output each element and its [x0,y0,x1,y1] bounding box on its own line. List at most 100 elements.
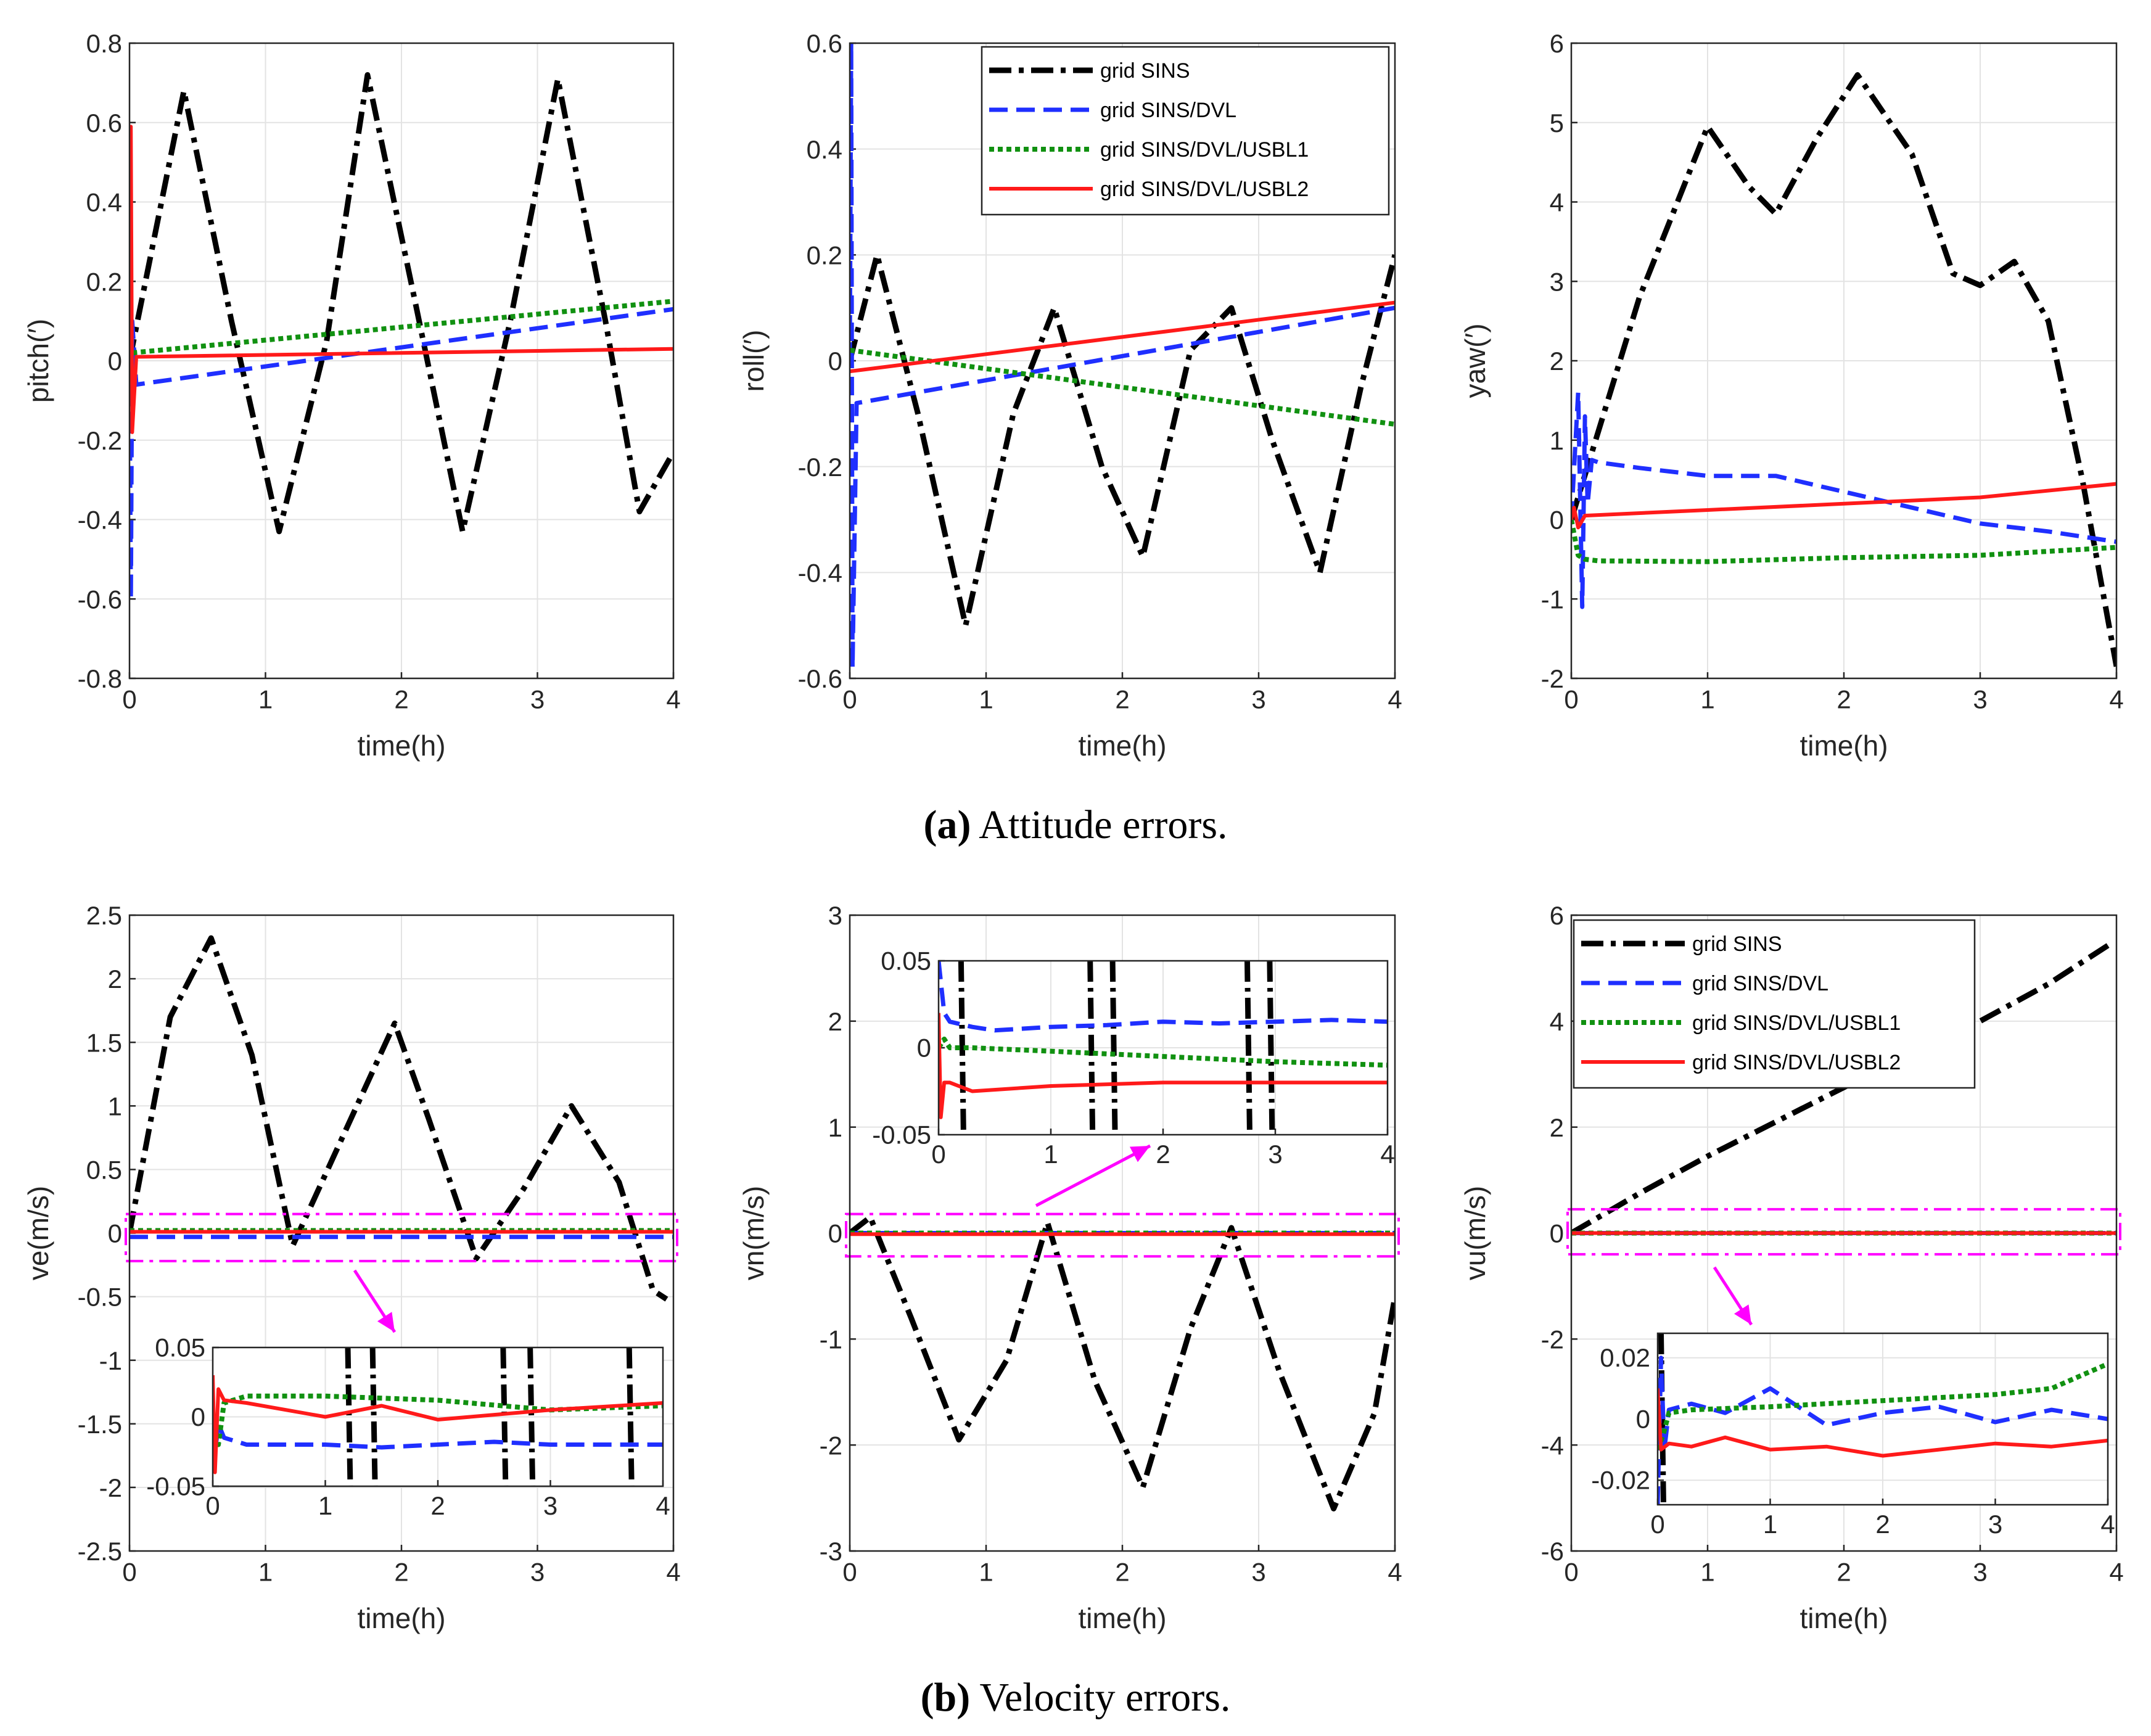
vn-axes-frame [849,914,1396,1552]
vu-legend-frame [1573,919,1976,1089]
vn-inset-frame [937,960,1389,1136]
vu-inset-x-tick-label: 3 [1988,1510,2002,1539]
yaw-y-tick-label: -1 [1541,585,1564,614]
pitch-y-tick-label: 0.2 [86,267,122,296]
ve-ylabel: ve(m/s) [22,1186,54,1280]
vn-grid-sins-series [850,1214,1395,1512]
roll-grid-sins-dvl-usbl2-series [850,300,1395,374]
ve-inset-grid-sins-crossing [626,1347,635,1486]
vn-inset-arrow [1035,1144,1151,1207]
ve-y-tick-label: -1.5 [78,1410,122,1439]
vn-y-tick-label: 2 [828,1007,842,1036]
vu-inset-x-tick-label: 1 [1763,1510,1777,1539]
pitch-grid-sins-series [130,72,673,535]
ve-y-tick-label: -2 [99,1473,122,1502]
pitch-y-tick-label: -0.2 [78,426,122,455]
pitch-x-tick-label: 0 [122,685,136,714]
vu-y-tick-label: 2 [1550,1113,1564,1142]
vn-inset-y-tick-label: 0 [917,1033,931,1062]
yaw-chart: 0 1 2 3 4 -2 -1 0 1 2 3 4 5 6 time(h) yaw(′) [1459,29,2124,762]
ve-inset-x-tick-label: 0 [205,1491,220,1520]
pitch-chart: 0 1 2 3 4 -0.8 -0.6 -0.4 -0.2 0 0.2 0.4 0.6 0.8 time(h… [22,29,681,762]
roll-legend: grid SINS grid SINS/DVL grid SINS/DVL/USBL… [981,46,1390,216]
ve-inset-x-tick-label: 4 [656,1491,670,1520]
ve-inset-y-tick-label: -0.05 [146,1471,205,1500]
ve-x-tick-label: 1 [258,1557,273,1586]
vu-legend-label-grid-sins-dvl: grid SINS/DVL [1692,972,1828,995]
roll-y-tick-label: -0.2 [798,453,842,482]
roll-axes-frame [849,42,1396,680]
ve-inset-grid-sins-crossing [369,1347,378,1486]
yaw-y-tick-label: 6 [1550,29,1564,58]
vu-y-tick-label: -2 [1541,1325,1564,1354]
vn-y-tick-label: 3 [828,901,842,930]
pitch-axes-frame [128,42,675,680]
pitch-y-tick-label: 0.6 [86,109,122,138]
vu-x-tick-label: 0 [1564,1557,1578,1586]
vn-y-tick-label: 0 [828,1219,842,1248]
roll-legend-label-grid-sins-dvl-usbl1: grid SINS/DVL/USBL1 [1100,138,1309,162]
vn-inset-grid-sins-dvl-series [939,961,1388,1033]
pitch-y-tick-label: 0.4 [86,188,122,217]
ve-inset-arrow [353,1269,397,1333]
caption-a: (a) Attitude errors. [923,802,1228,847]
vn-inset-x-tick-label: 0 [931,1140,945,1169]
vn-y-tick-label: -1 [820,1325,842,1354]
vn-y-tick-label: -2 [820,1431,842,1460]
pitch-series-group [130,72,673,601]
vn-x-tick-label: 1 [979,1557,993,1586]
vu-inset-x-tick-label: 4 [2100,1510,2115,1539]
pitch-x-tick-label: 4 [666,685,680,714]
roll-y-tick-label: -0.6 [798,664,842,693]
ve-chart: 0 1 2 3 4 -2.5 -2 -1.5 -1 -0.5 0 0.5 1 1.5 2 2.5 time(h)… [22,901,681,1634]
vu-inset-x-tick-label: 0 [1650,1510,1664,1539]
vn-inset-grid-sins-dvl-usbl2-series [939,1013,1388,1119]
vu-inset-y-tick-label: -0.02 [1591,1466,1650,1495]
yaw-y-tick-label: 2 [1550,347,1564,376]
roll-grid-sins-dvl-series [850,43,1395,670]
roll-y-tick-label: 0.6 [807,29,842,58]
vu-y-tick-label: -4 [1541,1431,1564,1460]
yaw-grid-sins-series [1571,72,2116,667]
vu-inset-series-group [1658,1333,2108,1505]
vn-x-tick-label: 3 [1251,1557,1265,1586]
ve-inset-grid-sins-dvl-usbl1-series [213,1393,663,1447]
roll-chart: 0 1 2 3 4 -0.6 -0.4 -0.2 0 0.2 0.4 0.6 time(h) roll(′… [738,29,1402,762]
vu-inset-y-tick-label: 0.02 [1600,1343,1650,1372]
yaw-y-tick-label: 1 [1550,426,1564,455]
vn-inset-arrow-shaft [1035,1144,1151,1207]
vn-inset-y-tick-label: -0.05 [872,1120,931,1149]
ve-inset-y-tick-label: 0.05 [155,1333,205,1362]
pitch-y-tick-label: 0 [108,347,122,376]
ve-grid-sins-series [130,935,668,1302]
vu-xlabel: time(h) [1799,1602,1888,1634]
roll-y-tick-label: -0.4 [798,558,842,587]
ve-inset-x-tick-label: 2 [430,1491,445,1520]
vu-legend: grid SINS grid SINS/DVL grid SINS/DVL/USBL… [1573,919,1976,1089]
ve-highlight-box [125,1212,678,1262]
roll-x-tick-label: 2 [1115,685,1129,714]
ve-y-tick-label: 2 [108,965,122,993]
vn-inset-grid-sins-crossing [958,961,966,1135]
vn-inset-arrow-head [1129,1146,1150,1162]
yaw-y-tick-label: -2 [1541,664,1564,693]
roll-y-tick-label: 0.4 [807,135,842,164]
pitch-y-tick-label: -0.4 [78,506,122,535]
vn-highlight-box [845,1212,1400,1258]
vn-inset-x-tick-label: 3 [1268,1140,1282,1169]
roll-y-tick-label: 0 [828,347,842,376]
yaw-grid-sins-dvl-usbl2-series [1571,482,2116,530]
ve-y-tick-label: 0 [108,1219,122,1248]
vu-y-tick-label: 6 [1550,901,1564,930]
vu-y-tick-label: 4 [1550,1007,1564,1036]
pitch-y-tick-label: -0.6 [78,585,122,614]
roll-x-tick-label: 4 [1388,685,1402,714]
pitch-x-tick-label: 2 [394,685,408,714]
ve-y-tick-label: -0.5 [78,1283,122,1312]
yaw-grid-sins-dvl-usbl1-series [1571,519,2116,564]
roll-ylabel: roll(′) [738,330,770,392]
